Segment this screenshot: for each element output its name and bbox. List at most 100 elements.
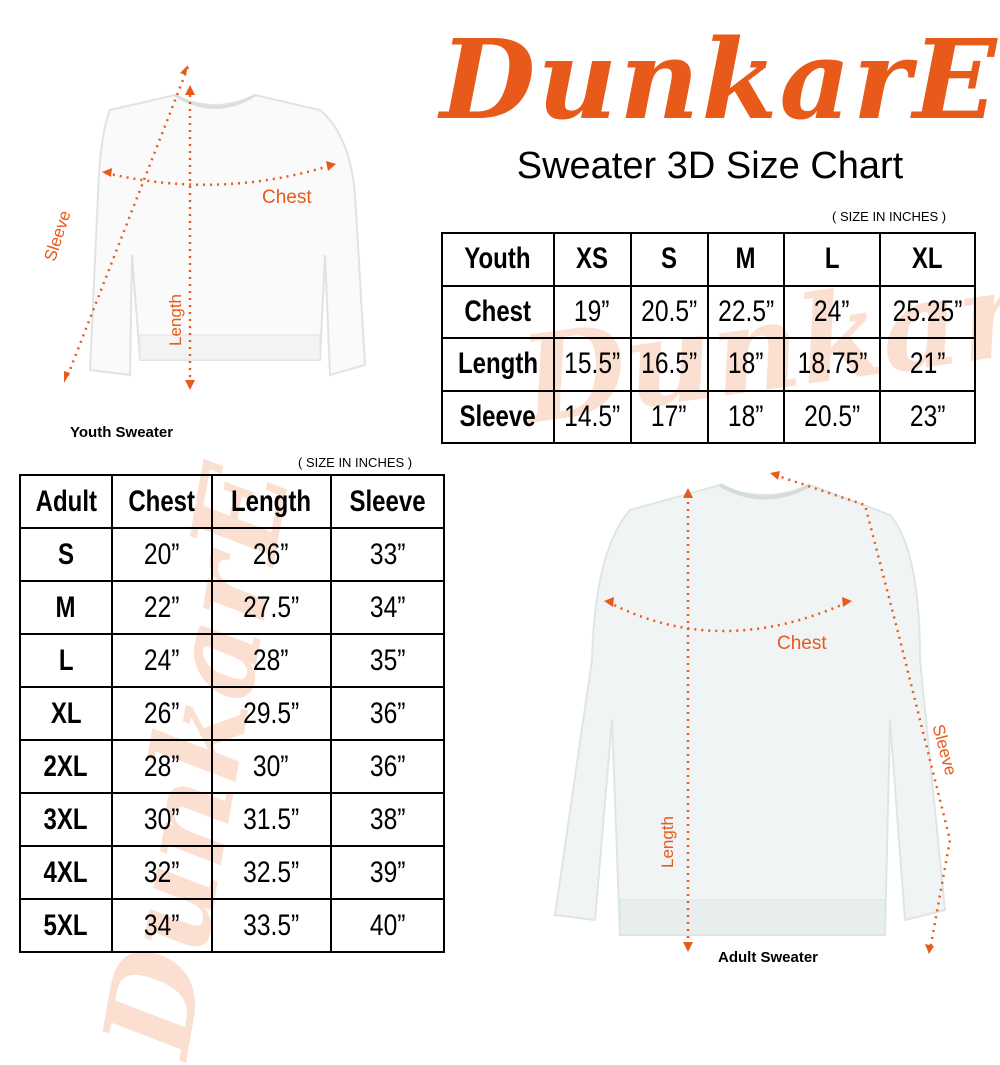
- cell-text: 19”: [574, 294, 610, 328]
- value-cell: 19”: [552, 284, 632, 339]
- cell-text: Sleeve: [459, 399, 536, 433]
- cell-text: 31.5”: [242, 802, 300, 836]
- cell-text: 20.5”: [804, 399, 861, 433]
- header-cell: L: [783, 232, 881, 287]
- adult-size-table: Adult Chest Length Sleeve S 20” 26” 33” M 22” 27.5…: [19, 474, 446, 953]
- cell-text: 18.75”: [797, 347, 867, 381]
- value-cell: 33.5”: [210, 898, 332, 953]
- value-cell: 31.5”: [210, 792, 332, 847]
- youth-size-table: Youth XS S M L XL Chest 19” 20.5” 22.5” 24” 25.25” L…: [441, 232, 977, 444]
- cell-text: 36”: [369, 749, 406, 783]
- cell-text: Sleeve: [349, 484, 426, 518]
- adult-unit-note: ( SIZE IN INCHES ): [298, 455, 413, 470]
- cell-text: 5XL: [43, 908, 88, 942]
- cell-text: 15.5”: [563, 347, 621, 381]
- cell-text: M: [735, 242, 756, 276]
- cell-text: 16.5”: [640, 347, 698, 381]
- cell-text: 17”: [651, 399, 687, 433]
- cell-text: 26”: [253, 537, 289, 571]
- cell-text: 25.25”: [892, 294, 963, 328]
- value-cell: 35”: [329, 633, 446, 688]
- value-cell: 28”: [110, 739, 213, 794]
- cell-text: 22.5”: [717, 294, 775, 328]
- row-label-cell: 4XL: [19, 845, 113, 900]
- value-cell: 38”: [329, 792, 446, 847]
- value-cell: 34”: [110, 898, 213, 953]
- youth-table-row: Length 15.5” 16.5” 18” 18.75” 21”: [441, 337, 977, 392]
- cell-text: Length: [231, 484, 312, 518]
- value-cell: 27.5”: [210, 580, 332, 635]
- youth-table-row: Sleeve 14.5” 17” 18” 20.5” 23”: [441, 389, 977, 444]
- value-cell: 25.25”: [878, 284, 977, 339]
- value-cell: 30”: [210, 739, 332, 794]
- value-cell: 18.75”: [783, 337, 881, 392]
- header-cell: M: [706, 232, 786, 287]
- value-cell: 32”: [110, 845, 213, 900]
- brand-logo: DunkarE: [440, 15, 999, 144]
- adult-sweater-image: [553, 471, 952, 954]
- value-cell: 16.5”: [629, 337, 709, 392]
- cell-text: 28”: [253, 643, 289, 677]
- value-cell: 22.5”: [706, 284, 786, 339]
- adult-header-row: Adult Chest Length Sleeve: [19, 474, 446, 529]
- adult-table-row: 5XL 34” 33.5” 40”: [19, 898, 446, 953]
- cell-text: 27.5”: [242, 590, 300, 624]
- cell-text: 14.5”: [563, 399, 621, 433]
- row-label-cell: Sleeve: [441, 389, 555, 444]
- youth-header-row: Youth XS S M L XL: [441, 232, 977, 287]
- cell-text: 32.5”: [242, 855, 300, 889]
- cell-text: 20.5”: [640, 294, 698, 328]
- cell-text: 22”: [143, 590, 180, 624]
- value-cell: 26”: [110, 686, 213, 741]
- cell-text: 4XL: [43, 855, 88, 889]
- youth-caption: Youth Sweater: [70, 424, 174, 441]
- value-cell: 28”: [210, 633, 332, 688]
- cell-text: 24”: [143, 643, 180, 677]
- cell-text: Youth: [464, 242, 531, 276]
- header-cell: Sleeve: [329, 474, 446, 529]
- row-label-cell: 3XL: [19, 792, 113, 847]
- value-cell: 18”: [706, 389, 786, 444]
- row-label-cell: XL: [19, 686, 113, 741]
- value-cell: 23”: [878, 389, 977, 444]
- header-cell: XS: [552, 232, 632, 287]
- measure-lines: [64, 66, 333, 385]
- header-cell: Length: [210, 474, 332, 529]
- row-label-cell: 2XL: [19, 739, 113, 794]
- header-cell: Chest: [110, 474, 213, 529]
- cell-text: Adult: [35, 484, 97, 518]
- cell-text: 36”: [369, 696, 406, 730]
- header-cell: XL: [878, 232, 977, 287]
- adult-measure-lines: [607, 473, 952, 951]
- adult-length-label: Length: [658, 816, 677, 868]
- header-cell: Youth: [441, 232, 555, 287]
- adult-chest-label: Chest: [777, 633, 827, 654]
- cell-text: S: [57, 537, 74, 571]
- cell-text: L: [824, 242, 840, 276]
- cell-text: 39”: [369, 855, 406, 889]
- value-cell: 24”: [783, 284, 881, 339]
- cell-text: Chest: [464, 294, 532, 328]
- value-cell: 24”: [110, 633, 213, 688]
- cell-text: 29.5”: [242, 696, 300, 730]
- value-cell: 40”: [329, 898, 446, 953]
- value-cell: 20.5”: [783, 389, 881, 444]
- adult-table-row: 2XL 28” 30” 36”: [19, 739, 446, 794]
- cell-text: M: [55, 590, 76, 624]
- cell-text: 40”: [369, 908, 406, 942]
- cell-text: 32”: [143, 855, 180, 889]
- cell-text: 33”: [369, 537, 406, 571]
- adult-table-row: M 22” 27.5” 34”: [19, 580, 446, 635]
- youth-length-label: Length: [166, 294, 185, 346]
- value-cell: 36”: [329, 739, 446, 794]
- cell-text: 21”: [909, 347, 946, 381]
- cell-text: 23”: [909, 399, 946, 433]
- adult-table-row: XL 26” 29.5” 36”: [19, 686, 446, 741]
- adult-table-row: 3XL 30” 31.5” 38”: [19, 792, 446, 847]
- value-cell: 32.5”: [210, 845, 332, 900]
- row-label-cell: M: [19, 580, 113, 635]
- cell-text: 38”: [369, 802, 406, 836]
- youth-unit-note: ( SIZE IN INCHES ): [832, 209, 947, 224]
- cell-text: 3XL: [43, 802, 88, 836]
- row-label-cell: Length: [441, 337, 555, 392]
